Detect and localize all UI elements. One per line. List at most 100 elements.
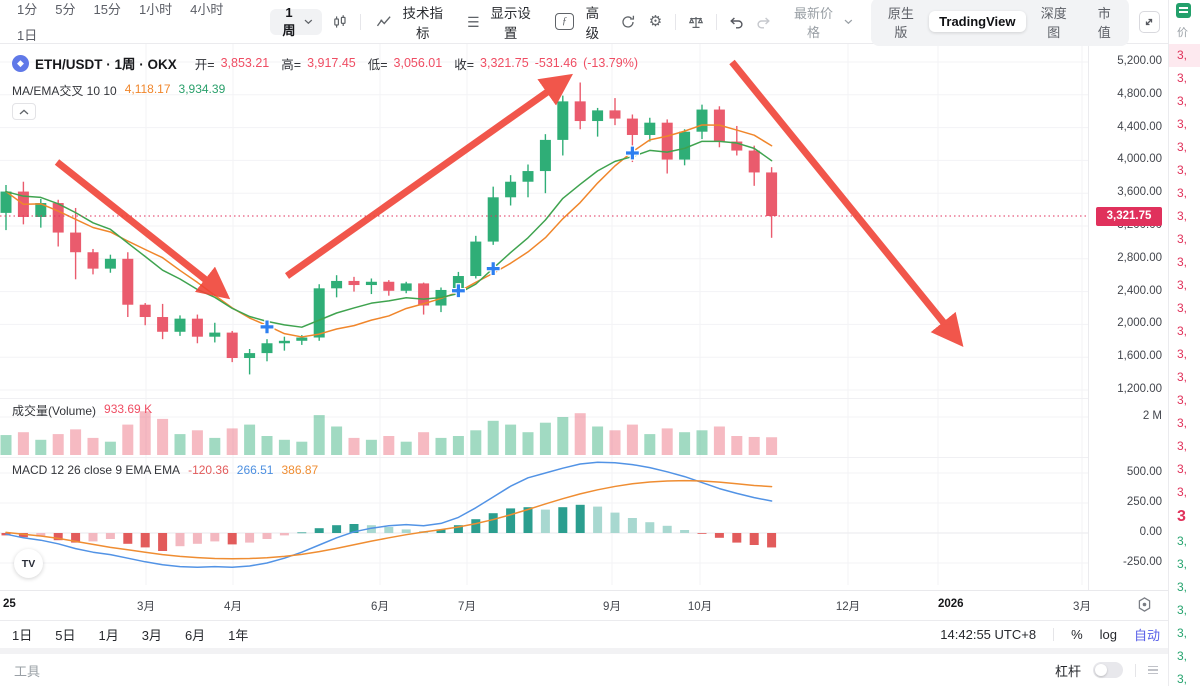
high-value: 3,917.45	[307, 56, 356, 70]
ma-ema-label[interactable]: MA/EMA交叉 10 10	[12, 84, 117, 98]
view-tab[interactable]: TradingView	[929, 11, 1026, 32]
replay-icon	[622, 15, 635, 28]
ask-row: 3,	[1177, 393, 1188, 407]
timeframe-button[interactable]: 15分	[84, 0, 129, 22]
time-tick: 12月	[835, 601, 861, 613]
range-button[interactable]: 1年	[228, 625, 248, 644]
footer-bar: 工具 杠杆	[0, 654, 1168, 686]
timeframe-button[interactable]: 5分	[46, 0, 84, 22]
toolbar-divider	[359, 13, 361, 30]
bid-row: 3,	[1177, 580, 1188, 594]
view-tab[interactable]: 深度图	[1026, 0, 1083, 44]
low-value: 3,056.01	[393, 56, 443, 70]
collapse-panel-button[interactable]	[12, 103, 36, 120]
log-scale-button[interactable]: log	[1099, 627, 1117, 642]
toolbar-divider	[715, 13, 717, 30]
indicators-button[interactable]: 技术指标	[368, 6, 457, 41]
chevron-down-icon	[304, 19, 312, 24]
axis-settings-group: 14:42:55 UTC+8 % log 自动	[940, 625, 1160, 644]
auto-scale-button[interactable]: 自动	[1134, 625, 1160, 644]
orderbook-rows: 3, 3, 3, 3, 3, 3, 3, 3, 3, 3, 3, 3, 3, 3, 3, 3, 3, 3, 3, 3,…	[1169, 44, 1200, 686]
view-tab[interactable]: 市值	[1082, 0, 1126, 44]
ask-row: 3,	[1177, 255, 1188, 269]
clock[interactable]: 14:42:55 UTC+8	[940, 627, 1037, 642]
macd-axis-tick: 250.00	[1126, 496, 1162, 508]
active-timeframe-button[interactable]: 1周	[270, 5, 322, 38]
ask-row: 3,	[1177, 94, 1188, 108]
price-tick: 4,000.00	[1117, 153, 1162, 166]
open-label: 开=	[194, 57, 215, 72]
chart-type-button[interactable]	[328, 9, 353, 35]
macd-dif-value: 266.51	[236, 463, 274, 477]
pane-divider[interactable]	[0, 398, 1088, 399]
tools-label[interactable]: 工具	[14, 663, 41, 679]
ma-value: 4,118.17	[124, 82, 171, 96]
time-tick: 6月	[371, 601, 389, 613]
redo-icon	[757, 16, 770, 28]
price-tick: 2,800.00	[1117, 251, 1162, 264]
pair-title[interactable]: ETH/USDT · 1周 · OKX	[35, 57, 177, 72]
orderbook-last-price: 3	[1177, 508, 1186, 525]
scale-settings-icon[interactable]	[1136, 596, 1153, 613]
advanced-label: 高级	[585, 5, 600, 41]
macd-label[interactable]: MACD 12 26 close 9 EMA EMA	[12, 463, 181, 477]
more-handle-icon[interactable]	[1148, 665, 1158, 675]
divider	[1135, 663, 1136, 677]
leverage-toggle[interactable]	[1093, 662, 1123, 678]
section-divider	[0, 648, 1168, 654]
view-tab[interactable]: 原生版	[873, 0, 930, 44]
macd-pane-header: MACD 12 26 close 9 EMA EMA -120.36 266.5…	[12, 463, 318, 477]
fx-icon: ƒ	[554, 13, 575, 30]
settings-button[interactable]: ⚙	[643, 9, 668, 35]
last-price-badge: 3,321.75	[1096, 207, 1162, 227]
price-tick: 2,400.00	[1117, 284, 1162, 297]
view-mode-tabs: 原生版 TradingView 深度图 市值	[870, 0, 1129, 46]
range-button[interactable]: 1日	[12, 625, 32, 644]
range-button[interactable]: 5日	[55, 625, 75, 644]
orderbook-strip[interactable]: 价 3, 3, 3, 3, 3, 3, 3, 3, 3, 3, 3, 3, 3, 3, 3, 3, 3, 3, 3,…	[1168, 0, 1200, 686]
redo-button[interactable]	[751, 9, 776, 35]
pane-divider[interactable]	[0, 457, 1088, 458]
percent-scale-button[interactable]: %	[1071, 627, 1083, 642]
volume-value: 933.69 K	[104, 402, 153, 416]
timeframe-button[interactable]: 1小时	[130, 0, 181, 22]
bid-row: 3,	[1177, 626, 1188, 640]
undo-button[interactable]	[723, 9, 748, 35]
timeframe-button[interactable]: 1分	[8, 0, 46, 22]
ask-row: 3,	[1177, 439, 1188, 453]
time-axis[interactable]: 25 3月 4月 6月 7月 9月 10月 12月 2026 3月	[0, 590, 1168, 621]
range-button[interactable]: 3月	[142, 625, 162, 644]
macd-hist-value: -120.36	[188, 463, 229, 477]
toggle-knob	[1095, 664, 1107, 676]
timeframe-button[interactable]: 4小时	[181, 0, 232, 22]
time-tick: 4月	[224, 601, 242, 613]
macd-dea-value: 386.87	[281, 463, 319, 477]
price-tick: 2,000.00	[1117, 317, 1162, 330]
ask-row: 3,	[1177, 462, 1188, 476]
advanced-button[interactable]: ƒ 高级	[547, 6, 614, 41]
fullscreen-button[interactable]	[1138, 10, 1160, 33]
ask-row: 3,	[1177, 163, 1188, 177]
active-timeframe-label: 1周	[282, 4, 296, 38]
list-icon: ☰	[466, 13, 480, 30]
range-button[interactable]: 6月	[185, 625, 205, 644]
tradingview-watermark-icon[interactable]: TV	[14, 549, 43, 578]
volume-label[interactable]: 成交量(Volume)	[12, 404, 97, 418]
macd-axis-tick: -250.00	[1122, 556, 1162, 568]
leverage-group: 杠杆	[1055, 661, 1158, 680]
ask-row: 3,	[1177, 117, 1188, 131]
ask-row: 3,	[1177, 370, 1188, 384]
compare-button[interactable]	[683, 9, 708, 35]
indicators-icon	[376, 16, 391, 27]
range-button[interactable]: 1月	[98, 625, 118, 644]
low-label: 低=	[367, 57, 388, 72]
orderbook-price-header: 价	[1177, 27, 1188, 39]
price-mode-dropdown[interactable]: 最新价格	[780, 6, 860, 40]
replay-button[interactable]	[615, 9, 640, 35]
ask-row: 3,	[1177, 209, 1188, 223]
close-label: 收=	[454, 57, 475, 72]
display-settings-button[interactable]: ☰ 显示设置	[459, 6, 545, 41]
timeframe-button[interactable]: 1日	[8, 22, 46, 48]
display-settings-label: 显示设置	[490, 5, 531, 41]
price-axis[interactable]: 5,200.00 4,800.00 4,400.00 4,000.00 3,600.00…	[1089, 44, 1168, 612]
